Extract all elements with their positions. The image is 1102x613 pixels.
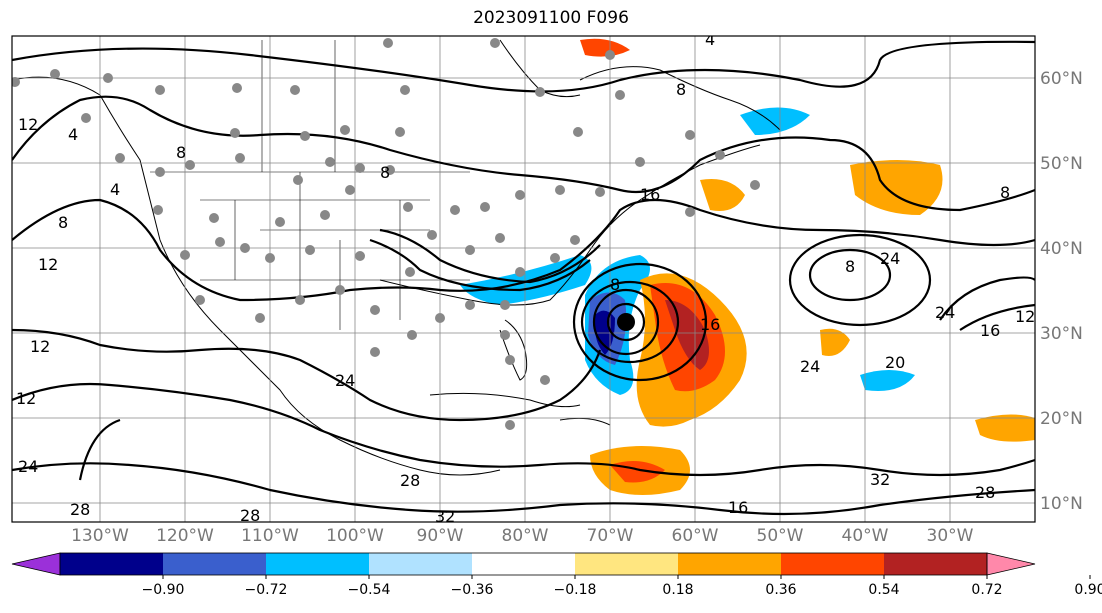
lon-label: 120°W bbox=[156, 526, 214, 546]
contour-label: 20 bbox=[885, 353, 905, 372]
contour-label: 12 bbox=[38, 255, 58, 274]
colorbar-segment bbox=[266, 553, 369, 575]
colorbar-tick-labels: −0.90 −0.72 −0.54 −0.36 −0.18 0.18 0.36 0.54 0.7… bbox=[142, 575, 1102, 598]
contour-labels: 12 4 8 4 8 12 12 12 24 28 28 32 28 24 8 … bbox=[16, 30, 1035, 526]
contour-label: 8 bbox=[176, 143, 186, 162]
colorbar-tick-label: 0.54 bbox=[868, 582, 899, 598]
colorbar-segment bbox=[60, 553, 163, 575]
colorbar-tick-label: 0.36 bbox=[765, 582, 796, 598]
lon-label: 30°W bbox=[927, 526, 974, 546]
colorbar-tick-label: −0.72 bbox=[245, 582, 288, 598]
contour-label: 8 bbox=[676, 80, 686, 99]
map-frame bbox=[11, 35, 1036, 523]
contour-label: 28 bbox=[70, 500, 90, 519]
lat-label: 10°N bbox=[1040, 494, 1083, 514]
lon-label: 110°W bbox=[241, 526, 299, 546]
colorbar-segment bbox=[678, 553, 781, 575]
colorbar bbox=[11, 552, 1036, 576]
lon-label: 40°W bbox=[842, 526, 889, 546]
colorbar-tick-label: 0.72 bbox=[971, 582, 1002, 598]
colorbar-tick-label: 0.90 bbox=[1074, 582, 1102, 598]
colorbar-tick-label: −0.90 bbox=[142, 582, 185, 598]
lon-label: 60°W bbox=[672, 526, 719, 546]
colorbar-segment bbox=[472, 553, 575, 575]
contour-label: 16 bbox=[640, 185, 660, 204]
colorbar-arrow-high bbox=[986, 552, 1036, 576]
contour-label: 28 bbox=[240, 506, 260, 525]
contour-label: 16 bbox=[980, 321, 1000, 340]
darkred-anomaly bbox=[665, 300, 709, 370]
contour-label: 8 bbox=[845, 257, 855, 276]
contour-label: 28 bbox=[975, 483, 995, 502]
orange-east-atlantic bbox=[850, 160, 943, 215]
contour-label: 8 bbox=[1000, 183, 1010, 202]
colorbar-tick-label: −0.18 bbox=[554, 582, 597, 598]
red-north bbox=[580, 38, 630, 57]
contour-label: 24 bbox=[18, 457, 38, 476]
orange-newfoundland bbox=[700, 179, 745, 211]
contour-label: 28 bbox=[400, 471, 420, 490]
contour-label: 12 bbox=[18, 115, 38, 134]
coastlines bbox=[12, 39, 781, 476]
lat-label: 60°N bbox=[1040, 69, 1083, 89]
lon-label: 80°W bbox=[502, 526, 549, 546]
contour-label: 24 bbox=[935, 303, 955, 322]
lat-label: 30°N bbox=[1040, 324, 1083, 344]
lat-label: 40°N bbox=[1040, 239, 1083, 259]
contour-label: 4 bbox=[68, 125, 78, 144]
lon-label: 70°W bbox=[587, 526, 634, 546]
contour-label: 16 bbox=[728, 498, 748, 517]
height-contours bbox=[12, 40, 1035, 516]
longitude-labels: 130°W 120°W 110°W 100°W 90°W 80°W 70°W 6… bbox=[71, 526, 974, 546]
contour-label: 24 bbox=[800, 357, 820, 376]
colorbar-arrow-low bbox=[11, 552, 61, 576]
latitude-labels: 60°N 50°N 40°N 30°N 20°N 10°N bbox=[1040, 69, 1083, 514]
colorbar-tick-label: 0.18 bbox=[662, 582, 693, 598]
contour-label: 8 bbox=[58, 213, 68, 232]
blue-band bbox=[460, 255, 592, 305]
map-title: 2023091100 F096 bbox=[473, 8, 629, 28]
contour-label: 24 bbox=[880, 249, 900, 268]
contour-label: 12 bbox=[30, 337, 50, 356]
colorbar-segment bbox=[369, 553, 472, 575]
contour-label: 12 bbox=[1015, 307, 1035, 326]
contour-label: 32 bbox=[870, 470, 890, 489]
colorbar-outline bbox=[59, 552, 988, 576]
lon-label: 50°W bbox=[757, 526, 804, 546]
contour-label: 8 bbox=[610, 275, 620, 294]
contour-label: 8 bbox=[380, 163, 390, 182]
lat-label: 50°N bbox=[1040, 154, 1083, 174]
contour-label: 32 bbox=[435, 507, 455, 526]
lon-label: 130°W bbox=[71, 526, 129, 546]
contour-label: 4 bbox=[705, 30, 715, 49]
contour-label: 24 bbox=[335, 371, 355, 390]
colorbar-segment bbox=[781, 553, 884, 575]
lon-label: 90°W bbox=[417, 526, 464, 546]
contour-label: 4 bbox=[110, 180, 120, 199]
colorbar-tick-label: −0.54 bbox=[348, 582, 391, 598]
contour-label: 16 bbox=[700, 315, 720, 334]
colorbar-segment bbox=[575, 553, 678, 575]
lon-label: 100°W bbox=[326, 526, 384, 546]
colorbar-tick-label: −0.36 bbox=[451, 582, 494, 598]
orange-central bbox=[820, 328, 850, 356]
colorbar-segment bbox=[884, 553, 987, 575]
blue-mid-atlantic bbox=[860, 370, 915, 391]
graticule bbox=[12, 36, 1035, 522]
contour-label: 12 bbox=[16, 389, 36, 408]
lat-label: 20°N bbox=[1040, 409, 1083, 429]
colorbar-segment bbox=[163, 553, 266, 575]
blue-labrador bbox=[740, 107, 810, 135]
storm-center-marker bbox=[617, 313, 635, 331]
orange-far-east bbox=[975, 414, 1035, 442]
observation-stations bbox=[12, 38, 760, 430]
political-boundaries bbox=[150, 40, 470, 330]
